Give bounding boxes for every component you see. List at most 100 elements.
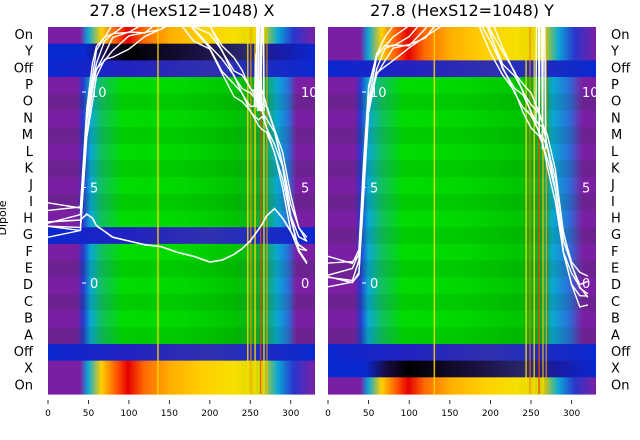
row-label: Off: [611, 345, 631, 360]
heatmap-stripe: [247, 27, 249, 394]
x-tick-label: 100: [120, 409, 137, 419]
x-tick-label: 250: [242, 409, 259, 419]
row-shade: [328, 327, 596, 344]
overlay-y-tick-label: 5: [370, 182, 378, 197]
heatmap-row: [328, 293, 596, 312]
row-shade: [48, 160, 315, 178]
x-tick-label: 200: [482, 409, 499, 419]
x-ticks-right: 0 50 100 150 200 250 300: [325, 400, 580, 419]
overlay-y-tick-label-right: 0: [582, 277, 590, 292]
heatmap-row: [328, 243, 596, 262]
overlay-spike: [541, 0, 547, 150]
overlay-spike: [260, 0, 265, 112]
row-label: A: [24, 328, 33, 343]
heatmap-stripe: [259, 27, 262, 394]
row-label: K: [611, 161, 620, 176]
row-label: On: [15, 28, 33, 43]
heatmap-stripe: [254, 27, 256, 394]
overlay-y-tick-label: 5: [90, 182, 98, 197]
x-tick-label: 0: [325, 409, 331, 419]
row-label: K: [24, 161, 33, 176]
heatmap-row: [328, 327, 596, 345]
x-tick-label: 150: [161, 409, 178, 419]
heatmap-row: [48, 177, 315, 195]
heatmap-row: [328, 127, 596, 145]
row-label: X: [611, 362, 620, 377]
x-tick-label: 300: [282, 409, 299, 419]
heatmap-stripe: [538, 27, 540, 394]
heatmap-row: [328, 227, 596, 245]
row-label: D: [23, 278, 33, 293]
row-label: On: [15, 378, 33, 393]
heatmap-stripe: [533, 27, 535, 394]
row-shade: [328, 160, 596, 178]
row-label: L: [611, 145, 619, 160]
overlay-y-tick-label-right: 10: [582, 86, 599, 101]
x-tick-label: 250: [522, 409, 539, 419]
row-label: On: [611, 28, 629, 43]
row-label: G: [611, 228, 621, 243]
row-label: M: [611, 128, 622, 143]
row-label: Off: [611, 61, 631, 76]
heatmap-row: [328, 260, 596, 278]
heatmap-stripe: [525, 27, 527, 394]
row-label: N: [611, 111, 621, 126]
heatmap-stripe: [545, 27, 547, 394]
overlay-line: [47, 0, 308, 252]
overlay-y-tick-label-right: 10: [301, 86, 318, 101]
row-label: J: [610, 178, 615, 193]
heatmap-stripe: [433, 27, 436, 394]
row-label: C: [611, 295, 620, 310]
x-tick-label: 150: [441, 409, 458, 419]
row-label: Off: [14, 345, 34, 360]
heatmap-row: [48, 27, 315, 45]
overlay-line: [47, 0, 308, 238]
row-label: H: [611, 212, 621, 227]
overlay-y-tick-label: 0: [90, 277, 98, 292]
overlay-y-tick-label-right: 15: [301, 0, 318, 6]
x-tick-label: 100: [401, 409, 418, 419]
row-label: P: [611, 78, 619, 93]
overlay-line: [327, 0, 589, 277]
heatmap-row: [328, 160, 596, 178]
overlay-y-tick-label: 15: [370, 0, 387, 6]
heatmap-row: [328, 43, 596, 61]
overlay-y-tick-label: 15: [90, 0, 107, 6]
x-tick-label: 0: [45, 409, 51, 419]
row-label: I: [611, 195, 615, 210]
row-label: D: [611, 278, 621, 293]
heatmap-row: [328, 310, 596, 328]
x-tick-label: 50: [363, 409, 375, 419]
x-ticks-left: 0 50 100 150 200 250 300: [45, 400, 300, 419]
row-label: Y: [610, 45, 619, 60]
row-label: F: [26, 245, 33, 260]
row-shade: [328, 127, 596, 144]
heatmap-row: [48, 243, 315, 262]
overlay-y-tick-label: 0: [370, 277, 378, 292]
row-label: M: [22, 128, 33, 143]
row-shade: [328, 293, 596, 311]
row-shade: [328, 260, 596, 278]
heatmap-row: [48, 227, 315, 245]
row-label: N: [23, 111, 33, 126]
overlay-spike: [538, 0, 544, 135]
row-label: J: [28, 178, 33, 193]
row-shade: [48, 293, 315, 311]
heatmap-stripe: [266, 27, 268, 394]
row-label: C: [24, 295, 33, 310]
heatmap-row: [328, 27, 596, 45]
row-label: F: [611, 245, 618, 260]
panel-left: 00551010151520202525: [47, 0, 318, 395]
heatmap-row: [328, 377, 596, 395]
row-label: Off: [14, 61, 34, 76]
row-shade: [48, 260, 315, 278]
heatmap-stripe: [157, 27, 159, 394]
heatmap-row: [328, 210, 596, 228]
heatmap-row: [48, 310, 315, 328]
heatmap-row: [328, 360, 596, 378]
row-label: O: [23, 95, 33, 110]
overlay-y-tick-label-right: 5: [582, 182, 590, 197]
y-axis-label: Dipole: [0, 200, 9, 235]
heatmap-row: [328, 193, 596, 212]
